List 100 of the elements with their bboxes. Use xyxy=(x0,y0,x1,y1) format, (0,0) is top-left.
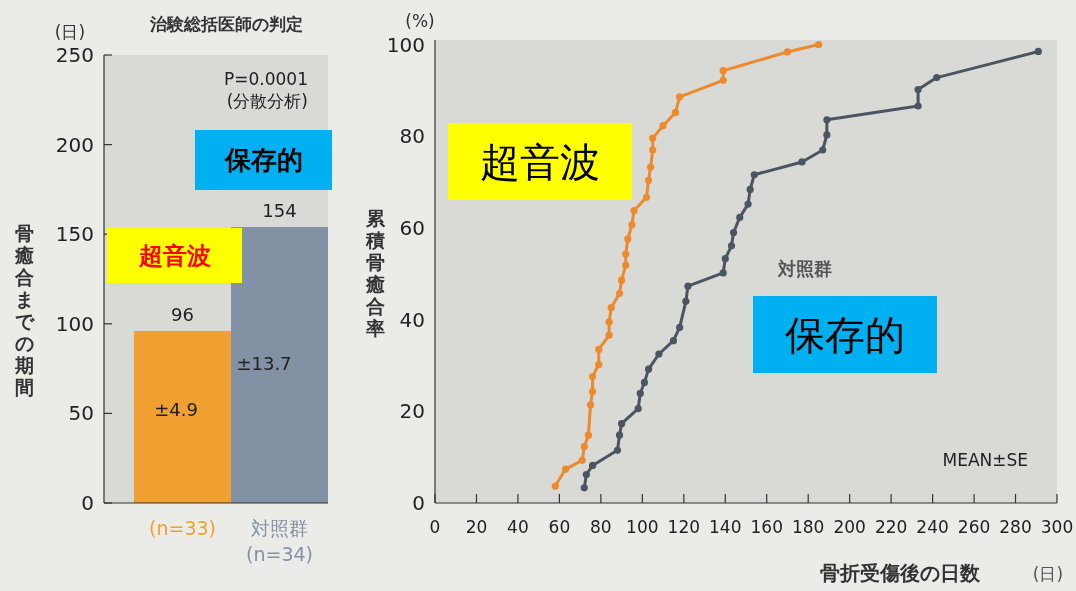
x-tick-label: 40 xyxy=(507,517,529,537)
data-label: 154 xyxy=(262,200,297,222)
point xyxy=(814,40,823,49)
point xyxy=(644,176,653,184)
point xyxy=(649,146,657,154)
point xyxy=(642,193,651,201)
point xyxy=(933,73,941,82)
point xyxy=(582,470,590,479)
y-tick-label: 20 xyxy=(399,399,425,424)
x-tick-label: 140 xyxy=(709,517,742,537)
point xyxy=(622,261,630,269)
point xyxy=(744,200,752,208)
point xyxy=(736,213,744,222)
x-tick-label: 120 xyxy=(667,517,701,537)
x-tick-label: 60 xyxy=(548,517,571,537)
point xyxy=(605,331,613,339)
point xyxy=(588,461,597,470)
point xyxy=(750,171,758,179)
x-tick-label: 280 xyxy=(999,517,1032,537)
x-tick-label: 20 xyxy=(465,517,488,537)
annotation: 保存的 xyxy=(785,311,905,358)
point xyxy=(655,350,663,358)
point xyxy=(615,431,624,439)
x-tick-label: 260 xyxy=(957,517,991,537)
text: (日) xyxy=(1032,564,1064,584)
y-tick-label: 100 xyxy=(55,311,94,336)
y-tick-label: 0 xyxy=(412,491,425,515)
point xyxy=(624,235,632,243)
point xyxy=(584,431,593,439)
y-tick-label: 150 xyxy=(55,222,94,247)
point xyxy=(819,146,827,154)
x-tick-label: 180 xyxy=(791,517,825,537)
annotation: P=0.0001 (分散分析) xyxy=(224,69,308,111)
x-tick-label: (n=33) xyxy=(149,517,216,539)
point xyxy=(721,255,729,263)
point xyxy=(630,206,638,215)
data-label: 96 xyxy=(171,303,194,325)
point xyxy=(551,482,559,490)
point xyxy=(562,465,570,473)
point xyxy=(607,304,615,312)
annotation: MEAN±SE xyxy=(942,450,1028,470)
point xyxy=(684,282,692,290)
point xyxy=(580,443,588,451)
point xyxy=(615,289,624,298)
point xyxy=(676,323,684,332)
point xyxy=(727,242,736,250)
point xyxy=(628,221,636,229)
point xyxy=(823,131,831,139)
point xyxy=(659,122,667,130)
point xyxy=(605,318,613,326)
annotation: ±4.9 xyxy=(154,399,198,420)
point xyxy=(914,102,922,110)
point xyxy=(798,158,806,166)
x-tick-label: 対照群 (n=34) xyxy=(246,517,313,565)
x-tick-label: 80 xyxy=(590,517,612,537)
point xyxy=(618,420,626,428)
point xyxy=(729,228,738,237)
point xyxy=(676,93,684,101)
annotation: 保存的 xyxy=(223,145,303,176)
point xyxy=(595,360,603,369)
chart-title: 治験総括医師の判定 xyxy=(148,14,303,34)
point xyxy=(622,250,630,258)
point xyxy=(682,297,690,305)
point xyxy=(595,345,603,354)
point xyxy=(671,108,680,117)
point xyxy=(636,389,644,398)
point xyxy=(914,85,922,94)
point xyxy=(586,401,595,409)
point xyxy=(1034,47,1042,56)
y-tick-label: 0 xyxy=(81,491,94,515)
point xyxy=(823,116,831,124)
point xyxy=(647,163,655,171)
point xyxy=(669,337,678,345)
y-tick-label: 50 xyxy=(68,401,94,426)
x-tick-label: 220 xyxy=(874,517,908,537)
point xyxy=(644,365,653,373)
text: (日) xyxy=(54,22,86,42)
point xyxy=(640,378,649,387)
point xyxy=(634,404,642,413)
point xyxy=(618,276,626,284)
x-tick-label: 100 xyxy=(626,517,659,537)
annotation: 超音波 xyxy=(137,242,211,271)
y-tick-label: 200 xyxy=(55,132,94,157)
x-axis-title: 骨折受傷後の日数 xyxy=(820,561,981,585)
point xyxy=(578,456,586,464)
x-tick-label: 0 xyxy=(429,517,441,537)
point xyxy=(613,446,622,454)
point xyxy=(649,134,657,142)
y-axis-title: 骨癒合までの期間 xyxy=(13,222,35,398)
text: 対照群 xyxy=(777,257,833,279)
y-tick-label: 40 xyxy=(399,307,425,332)
annotation: 超音波 xyxy=(480,138,600,185)
text: (%) xyxy=(405,11,435,31)
y-tick-label: 250 xyxy=(55,43,94,67)
point xyxy=(719,67,727,75)
y-tick-label: 100 xyxy=(386,32,425,57)
point xyxy=(588,388,597,396)
point xyxy=(580,484,588,492)
x-tick-label: 160 xyxy=(750,517,783,537)
point xyxy=(588,372,597,381)
